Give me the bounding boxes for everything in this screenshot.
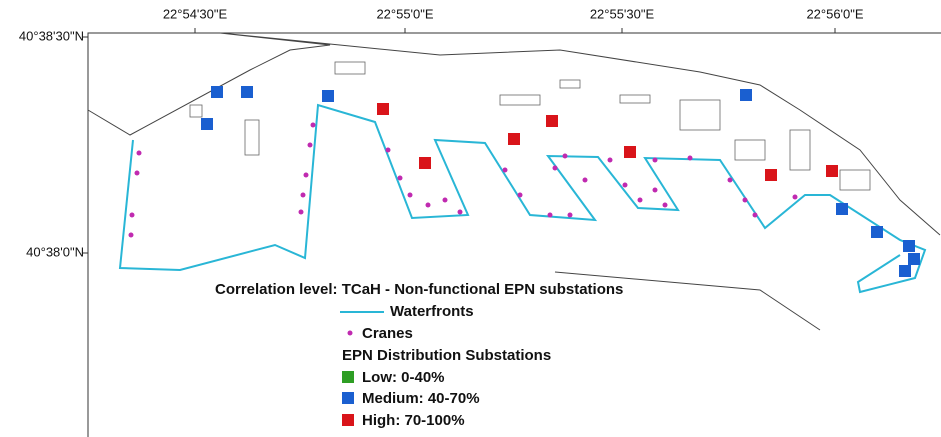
x-tick-label: 22°55'30"E bbox=[590, 6, 655, 21]
legend-subtitle: EPN Distribution Substations bbox=[342, 347, 551, 364]
y-tick-label: 40°38'30"N bbox=[19, 28, 84, 43]
x-tick-label: 22°54'30"E bbox=[163, 6, 228, 21]
waterfront-line bbox=[118, 103, 927, 294]
x-tick-label: 22°55'0"E bbox=[376, 6, 433, 21]
y-tick-label: 40°38'0"N bbox=[26, 244, 84, 259]
legend-title: Correlation level: TCaH - Non-functional… bbox=[215, 281, 623, 298]
legend-label: High: 70-100% bbox=[362, 412, 465, 429]
graticule-ticks bbox=[83, 28, 836, 254]
legend-dot bbox=[347, 330, 353, 336]
buildings bbox=[189, 61, 871, 191]
legend-label: Cranes bbox=[362, 325, 413, 342]
legend-label: Medium: 40-70% bbox=[362, 390, 480, 407]
legend-label: Waterfronts bbox=[390, 303, 474, 320]
legend-swatch bbox=[342, 392, 354, 404]
substations-medium bbox=[201, 86, 920, 277]
legend-swatch bbox=[342, 371, 354, 383]
coastline bbox=[87, 32, 941, 331]
legend: Correlation level: TCaH - Non-functional… bbox=[215, 281, 623, 429]
legend-swatch bbox=[342, 414, 354, 426]
substations-high bbox=[377, 103, 838, 181]
cranes bbox=[128, 122, 798, 238]
map-frame bbox=[87, 32, 941, 437]
legend-label: Low: 0-40% bbox=[362, 369, 445, 386]
x-tick-label: 22°56'0"E bbox=[806, 6, 863, 21]
